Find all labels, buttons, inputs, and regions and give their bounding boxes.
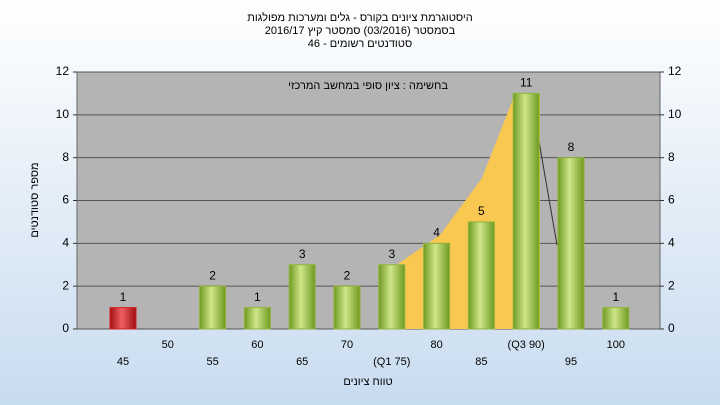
bar [109,307,137,330]
x-tick-label: 60 [251,339,263,351]
y-tick-label: 0 [62,321,69,335]
x-axis-label: טווח ציונים [343,376,392,388]
x-tick-label: 45 [117,356,129,368]
bar [243,307,271,330]
value-label: 2 [209,268,216,282]
bar [467,221,495,330]
chart-subtitle: בסמסטר (03/2016) סמסטר קיץ 2016/17 [265,25,456,37]
y2-tick-label: 2 [668,278,675,292]
x-tick-label: 100 [607,339,625,351]
value-label: 3 [388,247,395,261]
distribution-line [536,129,558,246]
value-label: 8 [568,140,575,154]
y2-tick-label: 10 [668,107,682,121]
bar [423,242,451,330]
value-label: 1 [120,290,127,304]
value-label: 5 [478,204,485,218]
y2-tick-label: 4 [668,236,675,250]
y2-tick-label: 0 [668,321,675,335]
y-tick-label: 8 [62,150,69,164]
value-label: 1 [612,290,619,304]
value-label: 3 [299,247,306,261]
y-tick-label: 2 [62,278,69,292]
y2-tick-label: 12 [668,64,682,78]
value-label: 1 [254,290,261,304]
x-tick-label: 55 [206,356,218,368]
bar [557,157,585,330]
y-tick-label: 6 [62,193,69,207]
bar [288,264,316,330]
x-tick-label: 50 [162,339,174,351]
y2-tick-label: 6 [668,193,675,207]
bar [602,307,630,330]
x-tick-label: 65 [296,356,308,368]
bar [512,92,540,330]
value-label: 2 [344,268,351,282]
x-tick-label: 70 [341,339,353,351]
bar [333,285,361,330]
annotation: בחשימה : ציון סופי במחשב המרכזי [288,80,448,92]
chart-subtitle: סטודנטים רשומים - 46 [308,38,412,50]
y-tick-label: 12 [56,64,70,78]
x-tick-label: (Q1 75) [373,356,410,368]
x-tick-label: 80 [430,339,442,351]
x-tick-label: (Q3 90) [508,339,545,351]
y2-tick-label: 8 [668,150,675,164]
value-label: 4 [433,226,440,240]
x-tick-label: 95 [565,356,577,368]
y-tick-label: 10 [56,107,70,121]
bar [199,285,227,330]
chart-title: היסטוגרמת ציונים בקורס - גלים ומערכות מפ… [247,11,472,24]
y-tick-label: 4 [62,236,69,250]
value-label: 11 [520,76,533,90]
bar [378,264,406,330]
x-tick-label: 85 [475,356,487,368]
y-axis-label: מספר סטודנטים [29,162,41,237]
